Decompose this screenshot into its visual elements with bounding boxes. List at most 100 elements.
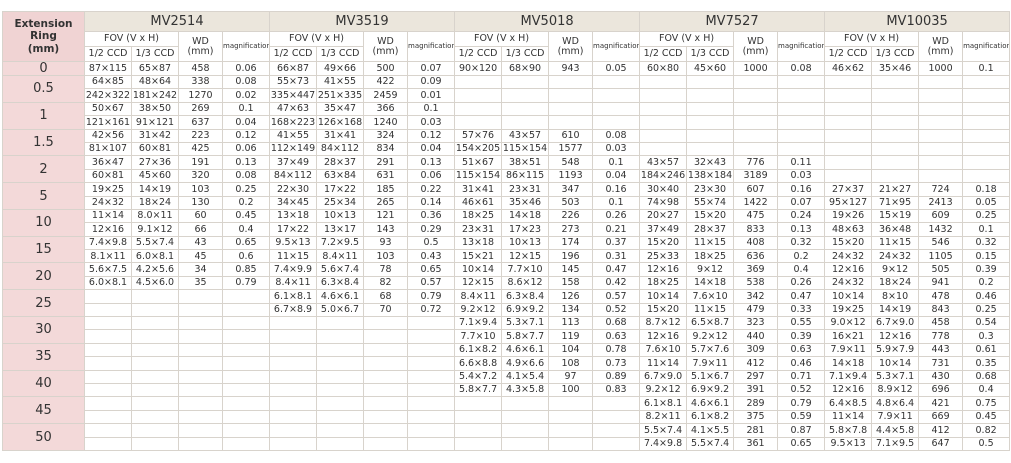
cell: 196 xyxy=(548,249,594,264)
cell: 5.8×7.7 xyxy=(454,382,503,398)
ring-label: 45 xyxy=(2,396,85,425)
empty-cell xyxy=(824,155,873,170)
cell: 6.0×8.1 xyxy=(131,249,179,264)
empty-cell xyxy=(316,356,365,371)
cell: 5.1×6.7 xyxy=(686,369,735,384)
cell: 22×30 xyxy=(269,182,318,197)
cell: 121 xyxy=(363,208,409,224)
empty-cell xyxy=(84,369,132,384)
cell: 6.9×9.2 xyxy=(686,382,735,398)
cell: 941 xyxy=(918,275,964,291)
cell: 1193 xyxy=(548,168,594,184)
empty-cell xyxy=(84,382,132,398)
lens-name: MV2514 xyxy=(83,11,271,32)
data-row: 6.6×8.8 4.9×6.6 108 0.73 11×14 7.9×11 412 0.46 1… xyxy=(3,356,1011,371)
cell: 7.2×9.5 xyxy=(316,235,365,251)
cell: 9.2×12 xyxy=(454,302,503,318)
cell: 14×19 xyxy=(871,302,920,318)
cell: 0.54 xyxy=(962,316,1011,331)
empty-cell xyxy=(269,356,318,371)
cell: 60×81 xyxy=(84,168,132,184)
cell: 0.46 xyxy=(777,356,826,371)
cell: 0.72 xyxy=(407,302,456,318)
cell: 0.21 xyxy=(592,222,641,237)
empty-cell xyxy=(84,409,132,425)
cell: 0.83 xyxy=(592,382,641,398)
data-row: 40 5.4×7.2 4.1×5.4 97 0.89 6.7×9.0 5.1×6.7 297 0… xyxy=(2,369,1011,398)
cell: 9×12 xyxy=(871,262,920,277)
empty-cell xyxy=(871,141,920,157)
empty-cell xyxy=(84,302,132,318)
cell: 778 xyxy=(918,329,964,344)
empty-cell xyxy=(407,382,456,398)
empty-cell xyxy=(871,88,920,103)
empty-cell xyxy=(131,382,179,398)
empty-cell xyxy=(918,141,964,157)
empty-cell xyxy=(592,115,641,130)
cell: 70 xyxy=(363,302,409,318)
empty-cell xyxy=(454,74,503,90)
ccd-header: 1/2 CCD xyxy=(824,46,873,62)
cell: 0.25 xyxy=(962,302,1011,318)
mag-header: magnification xyxy=(592,31,641,62)
cell: 48×64 xyxy=(131,74,179,90)
empty-cell xyxy=(84,356,132,371)
cell: 309 xyxy=(733,342,779,358)
cell: 1270 xyxy=(178,88,223,103)
cell: 538 xyxy=(733,275,779,291)
cell: 11×14 xyxy=(639,356,688,371)
empty-cell xyxy=(269,409,318,425)
cell: 0.37 xyxy=(592,235,641,251)
cell: 13×18 xyxy=(454,235,503,251)
empty-cell xyxy=(269,316,318,331)
cell: 0.78 xyxy=(592,342,641,358)
cell: 0.85 xyxy=(221,262,271,277)
cell: 0.59 xyxy=(777,409,826,425)
ring-header-line: (mm) xyxy=(27,42,60,55)
empty-cell xyxy=(824,74,873,90)
empty-cell xyxy=(221,423,271,438)
wd-header: WD (mm) xyxy=(363,31,409,62)
cell: 0.33 xyxy=(777,302,826,318)
cell: 251×335 xyxy=(316,88,365,103)
empty-cell xyxy=(962,155,1011,170)
empty-cell xyxy=(824,88,873,103)
cell: 87×115 xyxy=(84,61,132,76)
data-row: 81×107 60×81 425 0.06 112×149 84×112 834 0.04 15… xyxy=(3,141,1011,157)
fov-header: FOV (V x H) xyxy=(84,31,179,47)
empty-cell xyxy=(548,409,594,425)
cell: 24×32 xyxy=(871,249,920,264)
cell: 731 xyxy=(918,356,964,371)
cell: 289 xyxy=(733,396,779,411)
empty-cell xyxy=(178,396,223,411)
cell: 4.6×6.1 xyxy=(501,342,550,358)
cell: 0.43 xyxy=(407,249,456,264)
cell: 6.7×9.0 xyxy=(871,316,920,331)
empty-cell xyxy=(592,88,641,103)
empty-cell xyxy=(221,316,271,331)
cell: 37×49 xyxy=(639,222,688,237)
spec-table: Extension Ring (mm) MV2514 MV3519 MV5018 MV752… xyxy=(2,11,1011,451)
cell: 8.1×11 xyxy=(84,249,132,264)
cell: 10×13 xyxy=(501,235,550,251)
ring-label: 35 xyxy=(2,342,85,371)
cell: 0.57 xyxy=(592,289,641,304)
ring-label: 10 xyxy=(2,208,85,237)
cell: 74×98 xyxy=(639,195,688,210)
cell: 8×10 xyxy=(871,289,920,304)
fov-header: FOV (V x H) xyxy=(454,31,550,47)
cell: 7.4×9.8 xyxy=(639,436,688,451)
cell: 269 xyxy=(178,101,223,117)
cell: 8.9×12 xyxy=(871,382,920,398)
cell: 0.73 xyxy=(592,356,641,371)
cell: 458 xyxy=(178,61,223,76)
wd-line: WD xyxy=(932,36,949,47)
cell: 0.68 xyxy=(962,369,1011,384)
cell: 0.71 xyxy=(777,369,826,384)
cell: 0.08 xyxy=(221,74,271,90)
cell: 49×66 xyxy=(316,61,365,76)
empty-cell xyxy=(686,141,735,157)
empty-cell xyxy=(407,369,456,384)
cell: 0.13 xyxy=(777,222,826,237)
cell: 20×27 xyxy=(639,208,688,224)
